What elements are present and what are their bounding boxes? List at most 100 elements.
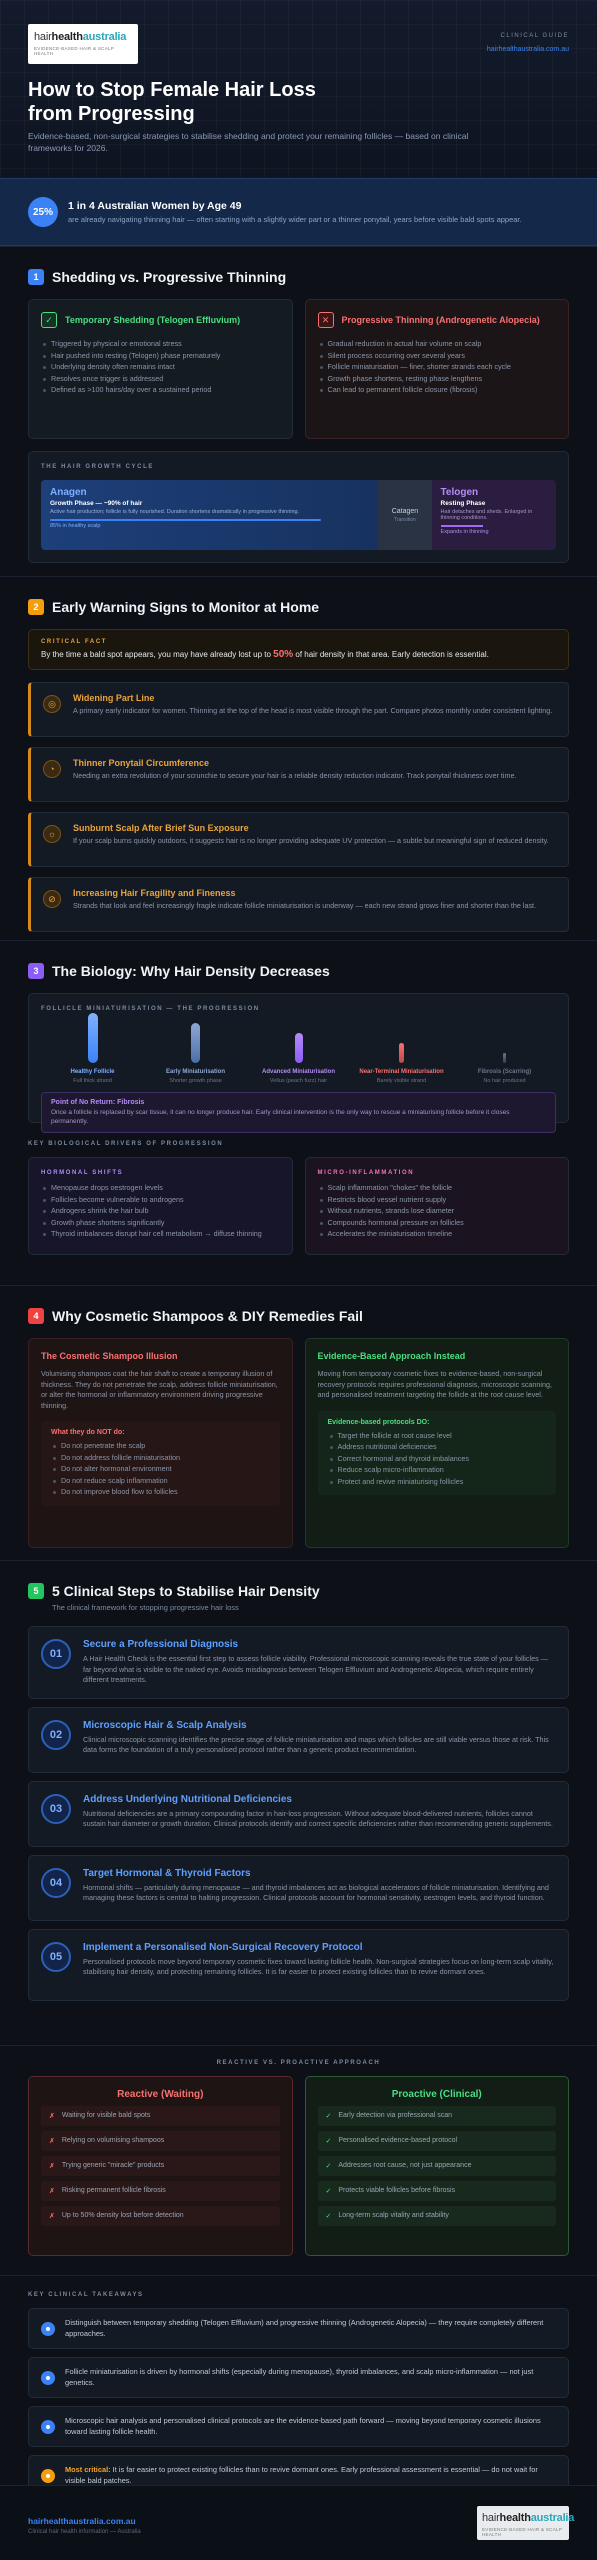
reactive-proactive-section: REACTIVE VS. PROACTIVE APPROACH Reactive … xyxy=(0,2045,597,2275)
stat-text: are already navigating thinning hair — o… xyxy=(68,214,522,224)
catagen-phase: Catagen Transition xyxy=(378,480,432,550)
step-body: Implement a Personalised Non-Surgical Re… xyxy=(83,1942,556,1988)
takeaway: Most critical: It is far easier to prote… xyxy=(28,2455,569,2485)
warning-sign: ☼ Sunburnt Scalp After Brief Sun Exposure… xyxy=(28,812,569,867)
cycle-card: THE HAIR GROWTH CYCLE Anagen Growth Phase … xyxy=(28,451,569,563)
text: Microscopic hair analysis and personalis… xyxy=(65,2416,541,2436)
header-site: hairhealthaustralia.com.au xyxy=(486,46,569,53)
condition-card: ✓ Temporary Shedding (Telogen Effluvium) T… xyxy=(28,299,293,439)
item-text: Trying generic "miracle" products xyxy=(61,2162,165,2169)
approach-card: The Cosmetic Shampoo Illusion Volumising … xyxy=(28,1338,293,1548)
step-body: Secure a Professional Diagnosis A Hair He… xyxy=(83,1639,556,1686)
step-card: 02 Microscopic Hair & Scalp Analysis Clini… xyxy=(28,1706,569,1773)
list-item: Thyroid imbalances disrupt hair cell met… xyxy=(41,1228,280,1240)
step-card: 04 Target Hormonal & Thyroid Factors Hormo… xyxy=(28,1854,569,1921)
sign-body: Widening Part Line A primary early indica… xyxy=(73,693,552,726)
comparison-item: ✓ Protects viable follicles before fibros… xyxy=(317,2181,556,2201)
sign-title: Increasing Hair Fragility and Fineness xyxy=(73,888,236,898)
box-title: What they do NOT do: xyxy=(51,1429,125,1436)
follicle xyxy=(503,1053,506,1063)
phase-text: Hair detaches and sheds. Enlarged in thi… xyxy=(440,509,533,521)
item-text: Long-term scalp vitality and stability xyxy=(338,2212,449,2219)
stage-note: Vellus (peach fuzz) hair xyxy=(269,1078,328,1084)
sign-icon: ⊘ xyxy=(43,890,61,908)
list-item: Compounds hormonal pressure on follicles xyxy=(318,1217,557,1229)
card-box: What they do NOT do: Do not penetrate the… xyxy=(41,1421,280,1506)
item-marker: ✓ xyxy=(325,2113,332,2120)
cosmetic-section: 4 Why Cosmetic Shampoos & DIY Remedies Fa… xyxy=(0,1285,597,1560)
takeaway-strong: Most critical: xyxy=(65,2465,111,2474)
card-header: ✕ Progressive Thinning (Androgenetic Alop… xyxy=(317,312,557,328)
logo: hairhealthaustralia Evidence-based hair &… xyxy=(477,2506,574,2540)
box-title: Evidence-based protocols DO: xyxy=(327,1418,430,1426)
fibrosis-note: Point of No Return: Fibrosis Once a folli… xyxy=(41,1092,556,1133)
takeaway-text: Microscopic hair analysis and personalis… xyxy=(65,2416,556,2437)
item-text: Up to 50% density lost before detection xyxy=(61,2212,184,2219)
shedding-section: 1 Shedding vs. Progressive Thinning ✓ Tempo… xyxy=(0,246,597,576)
text: of hair density in that area. Early dete… xyxy=(293,650,489,659)
logo-tagline: Evidence-based hair & scalp health xyxy=(34,46,115,56)
driver-card: MICRO-INFLAMMATION Scalp inflammation "ch… xyxy=(304,1157,569,1255)
progression-label: FOLLICLE MINIATURISATION — THE PROGRESSI… xyxy=(41,1006,260,1012)
critical-label: CRITICAL FACT xyxy=(41,639,108,645)
step-card: 01 Secure a Professional Diagnosis A Hair … xyxy=(28,1626,569,1699)
item-text: Risking permanent follicle fibrosis xyxy=(61,2187,166,2194)
section-title: Early Warning Signs to Monitor at Home xyxy=(52,599,320,615)
logo-part: hair xyxy=(482,2512,500,2524)
logo-part: health xyxy=(51,31,83,43)
list-item: Defined as >100 hairs/day over a sustain… xyxy=(41,384,280,396)
sign-title: Sunburnt Scalp After Brief Sun Exposure xyxy=(73,823,249,833)
item-marker: ✓ xyxy=(325,2163,332,2170)
drivers-row: HORMONAL SHIFTS Menopause drops oestrogen… xyxy=(28,1157,569,1255)
step-number: 05 xyxy=(41,1941,71,1972)
item-marker: ✓ xyxy=(325,2138,332,2145)
stat-body: 1 in 4 Australian Women by Age 49 are alr… xyxy=(68,200,522,225)
warning-signs-section: 2 Early Warning Signs to Monitor at Home C… xyxy=(0,576,597,940)
comparison-item: ✓ Personalised evidence-based protocol xyxy=(317,2131,556,2151)
list-item: Follicles become vulnerable to androgens xyxy=(41,1194,280,1206)
section-subtitle: The clinical framework for stopping prog… xyxy=(52,1603,239,1612)
comparison-item: ✗ Trying generic "miracle" products xyxy=(41,2156,280,2176)
footer-section: hairhealthaustralia.com.au Clinical hair … xyxy=(0,2485,597,2560)
stat-headline: 1 in 4 Australian Women by Age 49 xyxy=(68,199,242,212)
list-item: Do not improve blood flow to follicles xyxy=(51,1486,270,1498)
step-title: Target Hormonal & Thyroid Factors xyxy=(83,1867,251,1879)
text: By the time a bald spot appears, you may… xyxy=(41,650,274,659)
section-number: 4 xyxy=(28,1308,44,1324)
step-text: Nutritional deficiencies are a primary c… xyxy=(83,1808,553,1829)
section-number: 3 xyxy=(28,963,44,979)
drivers-label: KEY BIOLOGICAL DRIVERS OF PROGRESSION xyxy=(28,1141,224,1147)
cycle-label: THE HAIR GROWTH CYCLE xyxy=(41,464,154,470)
step-title: Microscopic Hair & Scalp Analysis xyxy=(83,1719,247,1731)
stage: Advanced Miniaturisation Vellus (peach fu… xyxy=(247,1033,350,1084)
warning-sign: ◎ Widening Part Line A primary early indic… xyxy=(28,682,569,737)
stages: Healthy Follicle Full thick strand Early M… xyxy=(41,1013,556,1084)
comparison-card: Reactive (Waiting) ✗ Waiting for visible b… xyxy=(28,2076,293,2256)
footer-note: Clinical hair health information — Austr… xyxy=(28,2529,141,2535)
takeaway-text: Follicle miniaturisation is driven by ho… xyxy=(65,2367,556,2388)
list-item: Resolves once trigger is addressed xyxy=(41,373,280,385)
list-item: Reduce scalp micro-inflammation xyxy=(328,1464,547,1476)
card-icon: ✓ xyxy=(41,312,57,328)
sign-text: A primary early indicator for women. Thi… xyxy=(73,706,553,715)
critical-fact: CRITICAL FACT By the time a bald spot app… xyxy=(28,629,569,670)
section-number: 2 xyxy=(28,599,44,615)
comparison-card: Proactive (Clinical) ✓ Early detection via… xyxy=(304,2076,569,2256)
sign-body: Sunburnt Scalp After Brief Sun Exposure I… xyxy=(73,823,549,856)
cycle-bar: Anagen Growth Phase — ~90% of hair Active … xyxy=(41,480,556,550)
sign-body: Increasing Hair Fragility and Fineness St… xyxy=(73,888,536,921)
stage-note: Full thick strand xyxy=(73,1078,112,1084)
list-item: Growth phase shortens, resting phase len… xyxy=(318,373,557,385)
takeaway-dot xyxy=(41,2419,55,2434)
item-marker: ✗ xyxy=(49,2138,55,2145)
sign-text: Strands that look and feel increasingly … xyxy=(73,901,537,910)
section-title: Shedding vs. Progressive Thinning xyxy=(52,269,287,285)
sign-body: Thinner Ponytail Circumference Needing an… xyxy=(73,758,516,791)
phase-bar-label: 85% in healthy scalp xyxy=(50,523,101,529)
section-title: Why Cosmetic Shampoos & DIY Remedies Fai… xyxy=(52,1308,363,1324)
condition-card: ✕ Progressive Thinning (Androgenetic Alop… xyxy=(304,299,569,439)
stage-name: Early Miniaturisation xyxy=(165,1069,225,1075)
section-title: 5 Clinical Steps to Stabilise Hair Densi… xyxy=(52,1583,320,1599)
